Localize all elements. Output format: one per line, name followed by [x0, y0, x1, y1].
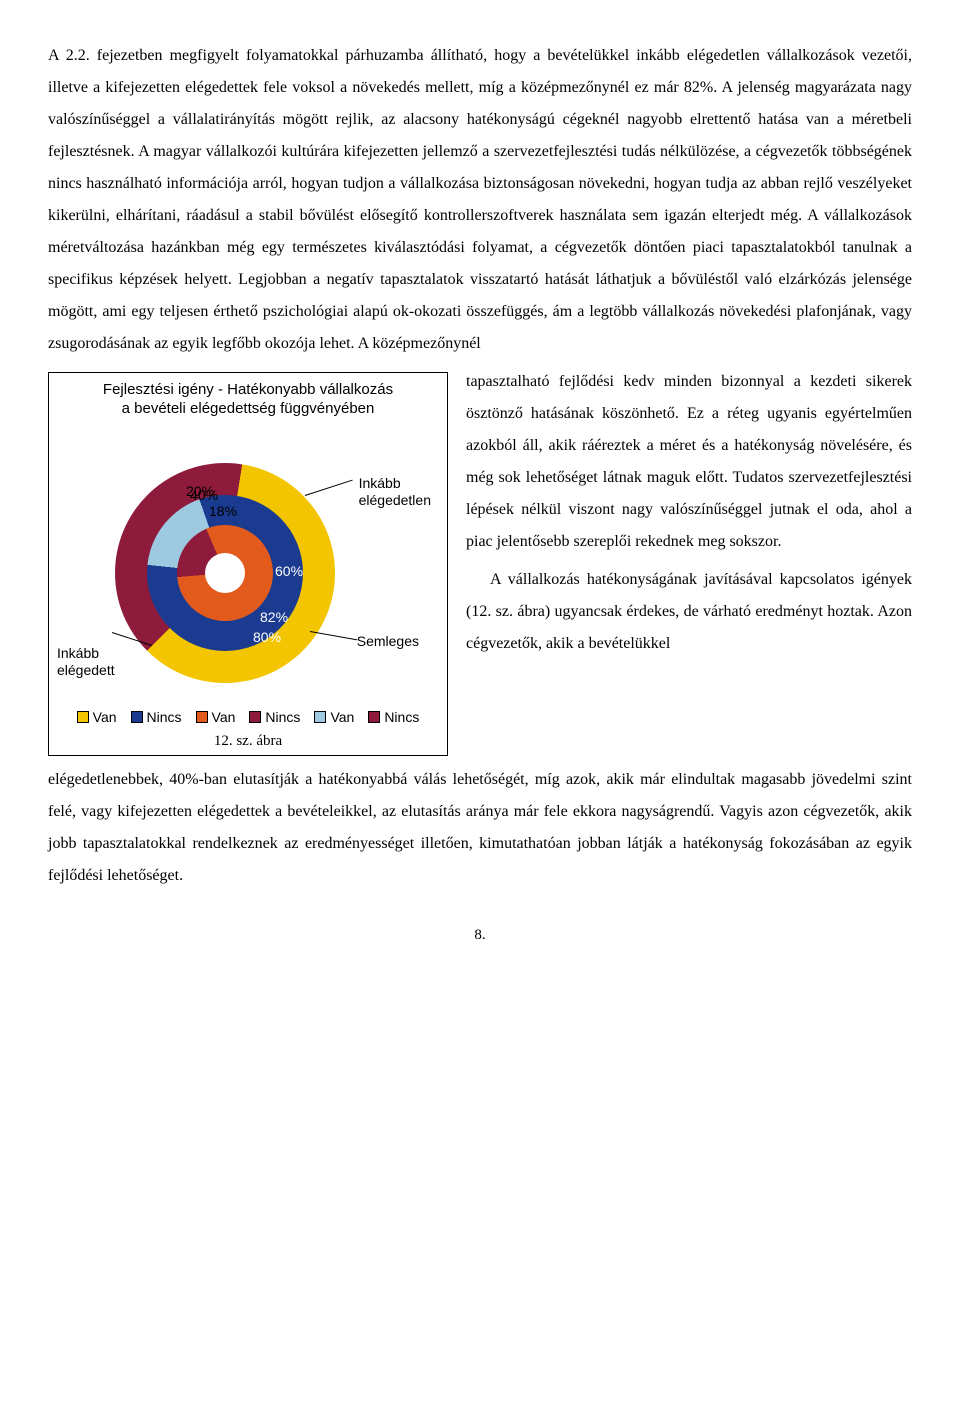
legend-label: Nincs [265, 709, 300, 727]
legend-swatch [131, 711, 143, 723]
chart-legend: Van Nincs Van Nincs Van Nincs [55, 709, 441, 727]
pct-mid-van: 82% [260, 609, 288, 627]
legend-label: Nincs [147, 709, 182, 727]
legend-swatch [196, 711, 208, 723]
legend-item: Nincs [368, 709, 419, 727]
pie-center-hole [205, 553, 245, 593]
embedded-chart: Fejlesztési igény - Hatékonyabb vállalko… [48, 372, 448, 756]
pct-outer-van: 60% [275, 563, 303, 581]
page-number: 8. [48, 920, 912, 950]
paragraph-4: elégedetlenebbek, 40%-ban elutasítják a … [48, 764, 912, 892]
legend-item: Nincs [131, 709, 182, 727]
legend-swatch [314, 711, 326, 723]
legend-swatch [77, 711, 89, 723]
pct-mid-nincs: 18% [209, 503, 237, 521]
leader-line [310, 631, 357, 640]
chart-title: Fejlesztési igény - Hatékonyabb vállalko… [55, 381, 441, 419]
legend-label: Van [212, 709, 236, 727]
pct-inner-van: 80% [253, 629, 281, 647]
leader-line [305, 479, 353, 495]
label-semleges: Semleges [357, 633, 419, 651]
pct-inner-nincs: 20% [186, 483, 214, 501]
legend-item: Van [314, 709, 354, 727]
legend-swatch [249, 711, 261, 723]
legend-label: Van [330, 709, 354, 727]
legend-label: Van [93, 709, 117, 727]
chart-plot-area: 40% 60% 18% 82% 20% 80% Inkábbelégedetle… [55, 423, 441, 703]
label-inkabb-elegedett: Inkábbelégedett [57, 645, 115, 680]
chart-caption: 12. sz. ábra [55, 732, 441, 751]
chart-title-line2: a bevételi elégedettség függvényében [122, 400, 375, 417]
legend-label: Nincs [384, 709, 419, 727]
legend-item: Van [77, 709, 117, 727]
label-inkabb-elegedetlen: Inkábbelégedetlen [359, 475, 431, 510]
chart-title-line1: Fejlesztési igény - Hatékonyabb vállalko… [103, 381, 393, 398]
legend-item: Nincs [249, 709, 300, 727]
legend-swatch [368, 711, 380, 723]
paragraph-1: A 2.2. fejezetben megfigyelt folyamatokk… [48, 40, 912, 360]
legend-item: Van [196, 709, 236, 727]
